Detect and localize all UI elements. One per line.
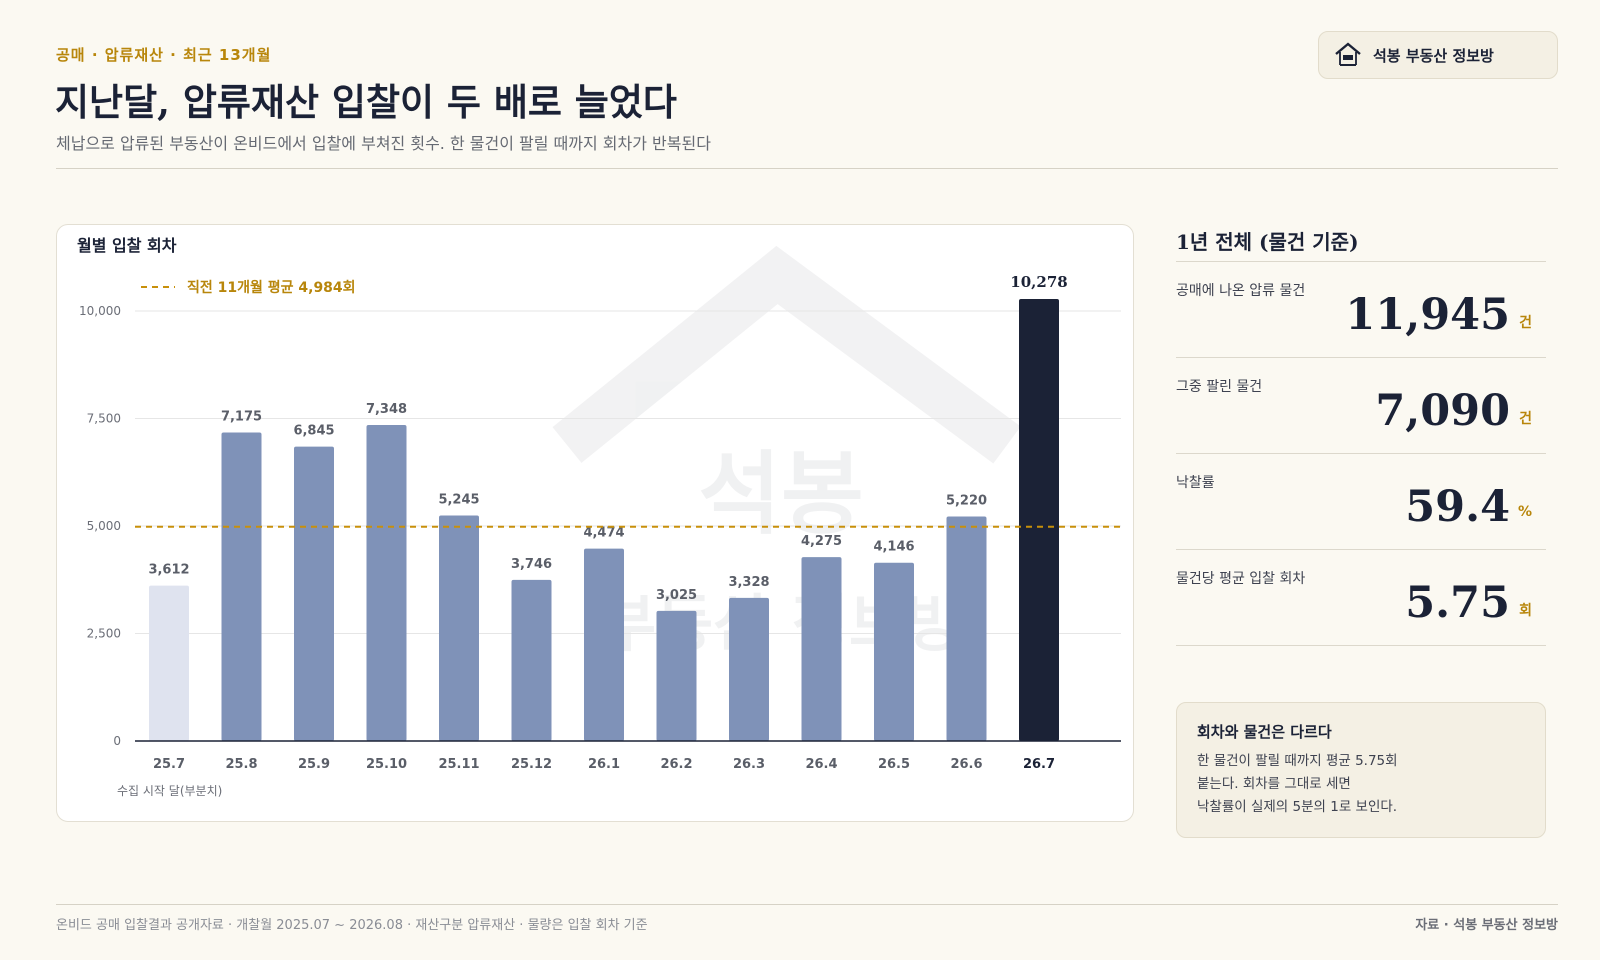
- stat-value: 11,945: [1345, 290, 1510, 340]
- data-label: 3,612: [148, 563, 189, 578]
- x-tick-label: 26.4: [805, 757, 837, 772]
- data-label: 3,328: [728, 575, 769, 590]
- stat-label: 낙찰률: [1176, 475, 1215, 491]
- y-tick-label: 2,500: [87, 627, 121, 641]
- footer-source: 온비드 공매 입찰결과 공개자료 · 개찰월 2025.07 ~ 2026.08…: [56, 918, 648, 933]
- stat-value: 59.4: [1405, 482, 1510, 532]
- stat-avg-rounds: 물건당 평균 입찰 회차 5.75 회: [1176, 550, 1546, 646]
- x-tick-label: 25.12: [511, 757, 552, 772]
- data-label: 6,845: [293, 424, 334, 439]
- data-label: 5,220: [946, 494, 987, 509]
- brand-name: 석봉 부동산 정보방: [1373, 46, 1494, 65]
- bar: [801, 557, 842, 741]
- page-title: 지난달, 압류재산 입찰이 두 배로 늘었다: [55, 80, 677, 124]
- x-tick-label: 26.6: [950, 757, 982, 772]
- footer-credit: 자료 · 석봉 부동산 정보방: [1415, 918, 1558, 933]
- bar: [294, 446, 334, 741]
- stat-label: 물건당 평균 입찰 회차: [1176, 571, 1306, 587]
- data-label: 7,348: [366, 402, 407, 417]
- partial-month-note: 수집 시작 달(부분치): [117, 784, 222, 798]
- data-label: 3,025: [656, 588, 697, 603]
- x-tick-label: 26.3: [733, 757, 765, 772]
- chart-card: 석봉 부동산 정보방 월별 입찰 회차 0 2,500 5,000 7,500 10,000 3…: [56, 224, 1134, 822]
- note-line: 한 물건이 팔릴 때까지 평균 5.75회: [1197, 753, 1398, 769]
- data-label: 3,746: [511, 557, 552, 572]
- stat-unit: 건: [1519, 315, 1532, 331]
- stat-value: 5.75: [1405, 578, 1510, 628]
- bar: [366, 425, 407, 741]
- stat-win-rate: 낙찰률 59.4 %: [1176, 454, 1546, 550]
- stat-label: 공매에 나온 압류 물건: [1176, 283, 1306, 299]
- summary-title: 1년 전체 (물건 기준): [1176, 226, 1546, 262]
- x-tick-label: 25.10: [366, 757, 407, 772]
- watermark-roof: [552, 245, 1021, 464]
- bar: [1019, 299, 1059, 741]
- data-label: 4,474: [583, 526, 624, 541]
- data-label: 4,275: [801, 534, 842, 549]
- bar: [221, 432, 262, 741]
- x-tick-label: 25.8: [225, 757, 257, 772]
- summary-panel: 1년 전체 (물건 기준) 공매에 나온 압류 물건 11,945 건 그중 팔…: [1176, 226, 1546, 646]
- stat-listed-items: 공매에 나온 압류 물건 11,945 건: [1176, 262, 1546, 358]
- bar: [729, 597, 769, 741]
- house-logo-icon: [1335, 42, 1361, 66]
- note-box: 회차와 물건은 다르다 한 물건이 팔릴 때까지 평균 5.75회 붙는다. 회…: [1176, 702, 1546, 838]
- data-label: 10,278: [1010, 273, 1067, 291]
- legend-label: 직전 11개월 평균 4,984회: [187, 279, 356, 296]
- bar: [584, 548, 624, 741]
- data-label: 7,175: [221, 409, 262, 424]
- stat-sold-items: 그중 팔린 물건 7,090 건: [1176, 358, 1546, 454]
- y-tick-label: 10,000: [79, 304, 121, 318]
- y-tick-label: 7,500: [87, 412, 121, 426]
- y-tick-label: 5,000: [87, 519, 121, 533]
- watermark-text: 석봉: [698, 442, 864, 547]
- bar: [511, 579, 552, 741]
- bar: [874, 562, 914, 741]
- note-line: 낙찰률이 실제의 5분의 1로 보인다.: [1197, 799, 1398, 815]
- x-tick-label: 26.1: [588, 757, 620, 772]
- x-tick-label: 25.7: [153, 757, 185, 772]
- x-tick-label: 25.9: [298, 757, 330, 772]
- x-tick-label: 26.7: [1023, 757, 1055, 772]
- note-line: 붙는다. 회차를 그대로 세면: [1197, 776, 1351, 792]
- stat-unit: 건: [1519, 411, 1532, 427]
- x-tick-label: 26.2: [660, 757, 692, 772]
- x-tick-label: 26.5: [878, 757, 910, 772]
- header-divider: [56, 168, 1558, 169]
- kicker: 공매 · 압류재산 · 최근 13개월: [56, 46, 272, 64]
- bar: [149, 585, 189, 741]
- stat-value: 7,090: [1375, 386, 1510, 436]
- y-tick-label: 0: [113, 734, 121, 748]
- data-label: 4,146: [873, 540, 914, 555]
- bar: [439, 515, 479, 741]
- bar: [656, 610, 697, 741]
- page-subtitle: 체납으로 압류된 부동산이 온비드에서 입찰에 부쳐진 횟수. 한 물건이 팔릴…: [56, 134, 711, 153]
- note-title: 회차와 물건은 다르다: [1197, 723, 1332, 741]
- brand-badge: 석봉 부동산 정보방: [1318, 31, 1558, 79]
- chart-title: 월별 입찰 회차: [77, 236, 177, 255]
- data-label: 5,245: [438, 492, 479, 507]
- stat-unit: 회: [1519, 603, 1532, 619]
- footer-divider: [56, 904, 1558, 905]
- bar: [946, 516, 987, 741]
- x-tick-label: 25.11: [438, 757, 479, 772]
- stat-label: 그중 팔린 물건: [1176, 379, 1263, 395]
- stat-unit: %: [1517, 504, 1532, 520]
